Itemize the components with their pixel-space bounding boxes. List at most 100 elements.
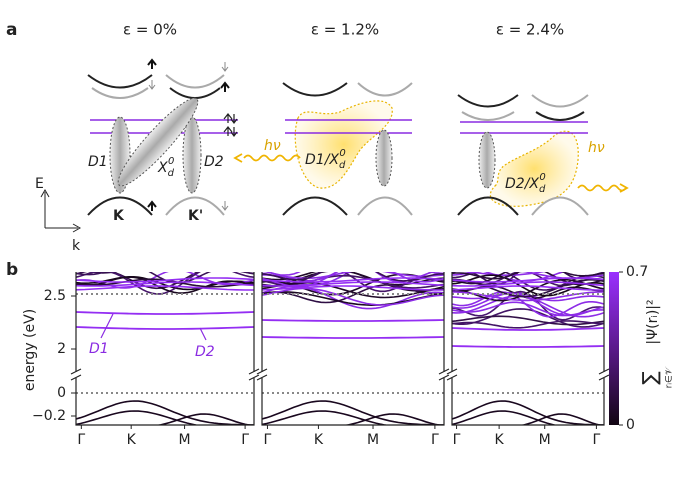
band [452,327,604,331]
state-pointers [100,313,207,341]
y-tick-label: 2.5 [44,288,66,304]
y-tick-label: 2 [57,341,66,357]
x-tick-label: K [495,432,505,448]
band [76,326,254,330]
scheme-2 [233,82,413,216]
band [262,274,444,289]
bands-upper [452,272,604,348]
state-label: D1 [88,154,108,170]
scheme-title: ε = 2.4% [496,21,564,39]
band [452,308,604,328]
ek-axes [40,188,82,233]
band [464,272,546,276]
x-tick-label: Γ [77,432,85,448]
band [452,345,604,348]
y-ticks [71,295,76,417]
axis-break [446,368,458,381]
band [452,281,604,287]
axis-break [438,368,450,381]
band [76,272,254,295]
photon-label: hν [588,140,605,156]
band [76,400,254,425]
y-tick-label: 0 [57,385,66,401]
exciton-label: D1/Xd0 [305,148,346,171]
scheme-3 [457,94,629,216]
axis-break [256,368,268,381]
x-tick-label: M [367,432,379,448]
band [76,311,254,315]
band [262,281,444,287]
panel-frame [70,272,260,426]
panel-label: b [6,260,18,280]
band [262,277,444,283]
band [76,410,201,425]
x-tick-label: Γ [431,432,439,448]
y-tick-label: −0.2 [32,408,66,424]
band [519,413,604,425]
x-tick-label: Γ [264,432,272,448]
band [452,285,604,291]
band [262,319,444,322]
band [76,281,254,287]
band [155,413,253,425]
band [262,336,444,339]
frame [261,272,445,426]
band [452,400,604,425]
scheme-1 [87,58,238,216]
bands-upper [76,272,254,330]
x-tick-label: Γ [592,432,600,448]
band [452,274,604,297]
frame [75,272,255,426]
axis-break [248,368,260,381]
valley-label: K' [188,208,203,224]
band [452,315,604,326]
band [262,287,444,306]
axis-label: E [35,176,44,192]
exciton-label: D2/Xd0 [505,172,546,195]
band [452,320,604,329]
colorbar-tick-label: 0 [626,417,635,433]
colorbar-label: ∑ rᵢ∈𝒱 |Ψ(rᵢ)|² [638,299,675,388]
band [76,276,254,291]
scheme-title: ε = 0% [123,21,177,39]
band [452,301,604,317]
x-tick-label: M [179,432,191,448]
axis-label: k [72,238,81,254]
band [265,272,436,283]
band [88,272,118,274]
sum-symbol: ∑ [638,371,662,385]
band [343,413,443,425]
x-tick-label: Γ [453,432,461,448]
colorbar-ticks [619,271,623,426]
band [262,285,444,291]
sum-index: rᵢ∈𝒱 [665,366,675,388]
band [452,279,604,298]
bands-lower [262,392,444,425]
band [452,291,604,318]
band [262,272,444,279]
band [76,277,254,283]
band [452,292,604,317]
axis-break [598,368,610,381]
band [262,272,444,282]
band [452,272,604,280]
y-axis-label: energy (eV) [22,309,38,391]
frame [451,272,605,426]
panel-frame [446,272,610,426]
exciton-label: Xd0 [157,156,175,179]
photon-label: hν [264,138,281,154]
x-tick-label: M [539,432,551,448]
colorbar-expression: |Ψ(rᵢ)|² [645,299,661,344]
state-label: D2 [195,344,215,360]
bands-lower [452,392,604,425]
panel-label: a [6,20,17,40]
band [76,285,254,291]
band [76,272,254,290]
x-tick-label: Γ [241,432,249,448]
scheme-title: ε = 1.2% [311,21,379,39]
axis-break [70,368,82,381]
colorbar-tick-label: 0.7 [626,264,648,280]
band [262,410,389,425]
